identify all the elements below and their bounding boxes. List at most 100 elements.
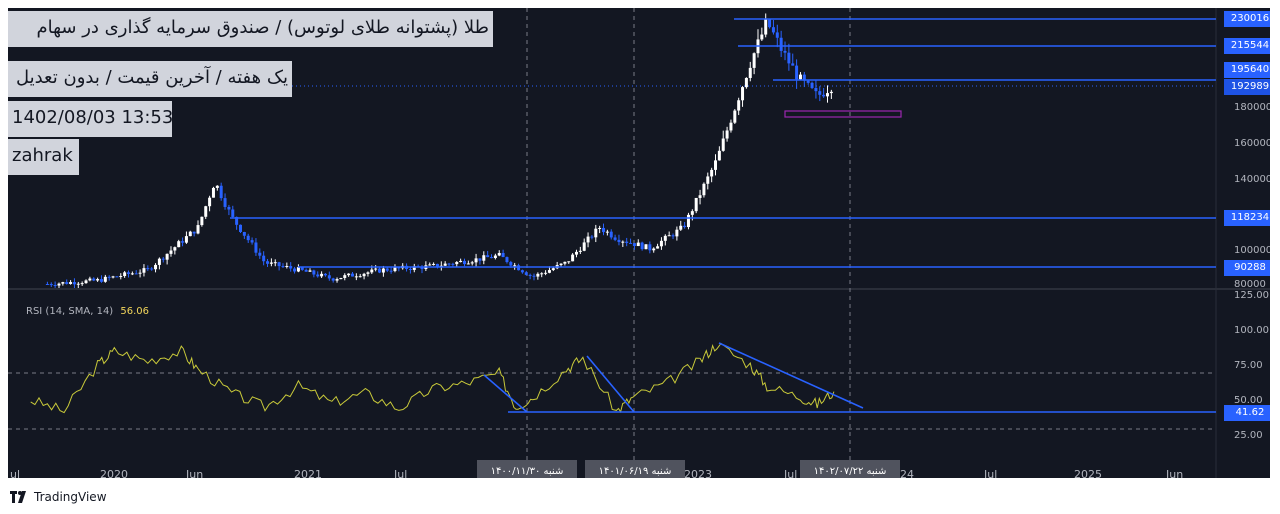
candle-body bbox=[296, 267, 300, 272]
candle-body bbox=[694, 197, 698, 212]
candle-body bbox=[571, 254, 575, 262]
candle-body bbox=[787, 52, 791, 64]
price-tag-215544: 215544 bbox=[1224, 38, 1270, 54]
candle-body bbox=[609, 231, 613, 238]
candle-body bbox=[590, 236, 594, 238]
candle-body bbox=[327, 275, 331, 279]
candle-body bbox=[497, 253, 501, 256]
candle-body bbox=[277, 262, 281, 267]
candle-body bbox=[613, 237, 617, 240]
xaxis-label: ul bbox=[10, 468, 21, 478]
price-tag-118234: 118234 bbox=[1224, 210, 1270, 226]
candle-body bbox=[652, 248, 656, 251]
candle-body bbox=[343, 275, 347, 278]
candle-body bbox=[103, 276, 107, 282]
candle-body bbox=[219, 185, 223, 199]
candle-body bbox=[447, 263, 451, 265]
candle-body bbox=[354, 276, 358, 278]
candle-body bbox=[466, 263, 470, 265]
consolidation-box[interactable] bbox=[784, 110, 902, 118]
candle-body bbox=[320, 273, 324, 277]
xaxis-label: 2025 bbox=[1074, 468, 1102, 478]
candle-body bbox=[744, 77, 748, 88]
rsi-trendline-2[interactable] bbox=[586, 355, 635, 413]
candle-body bbox=[184, 236, 188, 243]
candle-body bbox=[493, 255, 497, 259]
candle-body bbox=[698, 195, 702, 198]
candle-body bbox=[397, 267, 401, 269]
chart-svg[interactable] bbox=[8, 8, 1270, 478]
candle-body bbox=[659, 240, 663, 247]
candle-body bbox=[683, 225, 687, 228]
candle-body bbox=[123, 272, 127, 277]
candle-body bbox=[675, 229, 679, 237]
candle-body bbox=[648, 244, 652, 251]
candles-group bbox=[45, 13, 833, 288]
candle-body bbox=[822, 94, 826, 97]
date-badge-3: شنبه ۱۴۰۲/۰۷/۲۲ bbox=[800, 460, 900, 478]
candle-body bbox=[254, 242, 258, 253]
rsi-trendline-3[interactable] bbox=[718, 342, 864, 409]
tradingview-logo-icon bbox=[10, 491, 26, 503]
chart-title: طلا (پشتوانه طلای لوتوس) / صندوق سرمایه … bbox=[8, 11, 493, 47]
candle-body bbox=[99, 279, 103, 282]
footer-brand[interactable]: TradingView bbox=[10, 488, 107, 506]
candle-body bbox=[53, 284, 57, 286]
candle-body bbox=[625, 241, 629, 243]
candle-body bbox=[181, 241, 185, 243]
candle-body bbox=[358, 276, 362, 278]
candle-body bbox=[374, 268, 378, 270]
candle-body bbox=[544, 272, 548, 274]
rsi-trendline-1[interactable] bbox=[483, 374, 528, 413]
candle-body bbox=[269, 262, 273, 264]
candle-body bbox=[385, 268, 389, 271]
candle-body bbox=[490, 257, 494, 259]
candle-body bbox=[783, 50, 787, 53]
candle-body bbox=[509, 262, 513, 266]
candle-body bbox=[339, 277, 343, 280]
candle-body bbox=[347, 273, 351, 276]
candle-body bbox=[61, 282, 65, 284]
candle-body bbox=[408, 269, 412, 271]
candle-body bbox=[266, 261, 270, 264]
candle-body bbox=[717, 150, 721, 161]
candle-body bbox=[138, 272, 142, 274]
candle-body bbox=[366, 272, 370, 274]
price-tag-230016: 230016 bbox=[1224, 11, 1270, 27]
candle-body bbox=[482, 255, 486, 261]
candle-body bbox=[710, 169, 714, 177]
candle-body bbox=[289, 266, 293, 269]
candle-body bbox=[513, 265, 517, 267]
candle-body bbox=[574, 251, 578, 255]
yaxis-rsi-label: 100.00 bbox=[1234, 325, 1269, 336]
candle-body bbox=[714, 160, 718, 170]
xaxis-label: Jul bbox=[784, 468, 798, 478]
candle-body bbox=[478, 258, 482, 261]
rsi-value: 56.06 bbox=[120, 306, 150, 317]
candle-body bbox=[771, 27, 775, 33]
candle-body bbox=[312, 270, 316, 275]
candle-body bbox=[188, 231, 192, 237]
footer-brand-text: TradingView bbox=[34, 490, 107, 504]
candle-body bbox=[173, 247, 177, 251]
candle-body bbox=[598, 227, 602, 229]
candle-body bbox=[459, 260, 463, 263]
candle-body bbox=[451, 263, 455, 265]
candle-body bbox=[520, 270, 524, 273]
yaxis-rsi-label: 75.00 bbox=[1234, 360, 1263, 371]
price-tag-192989: 192989 bbox=[1224, 79, 1270, 95]
candle-body bbox=[686, 214, 690, 228]
candle-body bbox=[69, 282, 73, 284]
candle-body bbox=[227, 206, 231, 210]
xaxis-label: Jul bbox=[394, 468, 408, 478]
candle-body bbox=[293, 268, 297, 272]
candle-body bbox=[150, 268, 154, 270]
chart-author: zahrak bbox=[8, 139, 79, 175]
price-tag-90288: 90288 bbox=[1224, 260, 1270, 276]
candle-body bbox=[281, 266, 285, 268]
rsi-indicator-label[interactable]: RSI (14, SMA, 14) 56.06 bbox=[26, 306, 149, 317]
candle-body bbox=[428, 264, 432, 266]
rsi-name: RSI (14, SMA, 14) bbox=[26, 306, 114, 317]
candle-body bbox=[802, 74, 806, 81]
candle-body bbox=[323, 273, 327, 276]
